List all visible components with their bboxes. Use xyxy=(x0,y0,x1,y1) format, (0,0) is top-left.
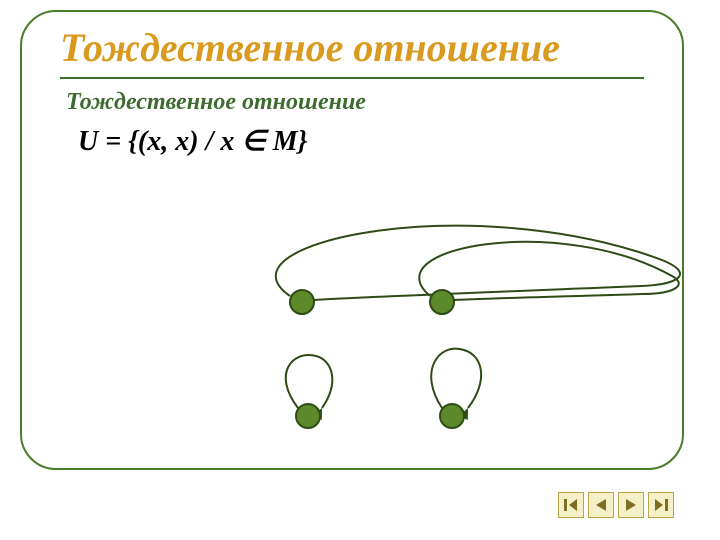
title-rule xyxy=(60,77,644,79)
self-loop-c xyxy=(286,355,332,408)
node-d xyxy=(440,404,464,428)
slide-title: Тождественное отношение xyxy=(60,26,644,71)
node-c xyxy=(296,404,320,428)
self-loop-d xyxy=(431,349,481,408)
self-loop-a xyxy=(276,226,680,300)
nav-prev[interactable] xyxy=(588,492,614,518)
nav-first[interactable] xyxy=(558,492,584,518)
slide-subtitle: Тождественное отношение xyxy=(66,89,644,116)
node-a xyxy=(290,290,314,314)
slide-frame: Тождественное отношение Тождественное от… xyxy=(20,10,684,470)
self-loop-b xyxy=(419,242,679,300)
diagram xyxy=(222,224,684,464)
node-b xyxy=(430,290,454,314)
diagram-svg xyxy=(222,224,684,464)
formula: U = {(x, x) / x ∈ M} xyxy=(78,124,644,158)
nav-last[interactable] xyxy=(648,492,674,518)
nav-bar xyxy=(558,492,674,518)
nav-next[interactable] xyxy=(618,492,644,518)
